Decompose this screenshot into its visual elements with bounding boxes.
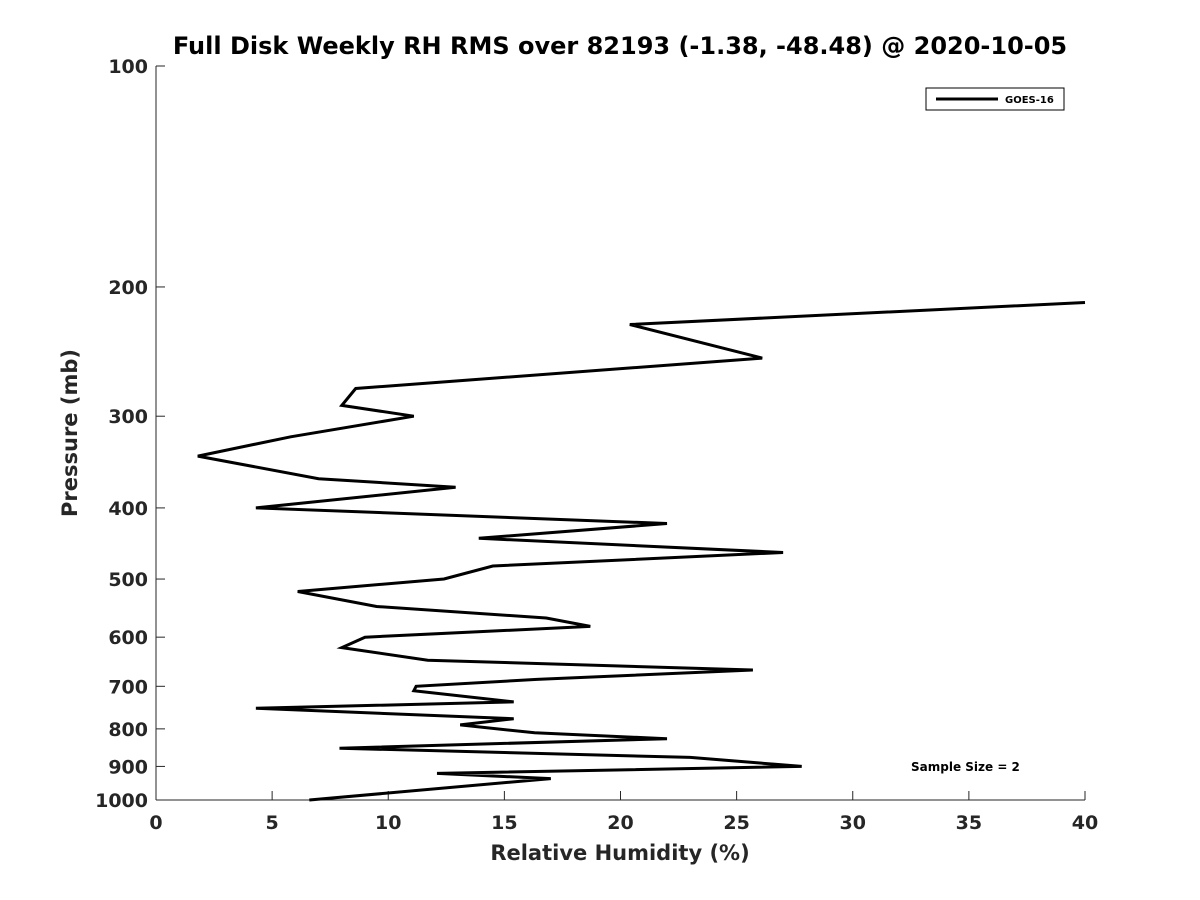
x-tick-label: 0 <box>149 812 162 834</box>
y-tick-label: 600 <box>108 627 148 649</box>
x-axis-label: Relative Humidity (%) <box>490 841 749 865</box>
y-tick-label: 800 <box>108 719 148 741</box>
series-group <box>197 301 1086 802</box>
y-tick-label: 300 <box>108 406 148 428</box>
y-ticks: 100 200 300 400 500 600 700 800 900 1000 <box>95 56 165 812</box>
y-tick-label: 700 <box>108 676 148 698</box>
legend: GOES-16 <box>925 87 1065 111</box>
y-tick-label: 500 <box>108 569 148 591</box>
x-tick-label: 10 <box>375 812 401 834</box>
x-tick-label: 5 <box>266 812 279 834</box>
y-axis-label: Pressure (mb) <box>58 349 82 517</box>
x-tick-label: 35 <box>956 812 982 834</box>
y-tick-label: 400 <box>108 498 148 520</box>
chart-title: Full Disk Weekly RH RMS over 82193 (-1.3… <box>173 32 1067 60</box>
sample-size-annotation: Sample Size = 2 <box>911 760 1020 774</box>
y-tick-label: 1000 <box>95 790 148 812</box>
axes <box>155 66 1085 801</box>
x-tick-label: 30 <box>840 812 866 834</box>
x-tick-label: 15 <box>491 812 517 834</box>
x-ticks: 0 5 10 15 20 25 30 35 40 <box>149 791 1098 834</box>
series-line-goes-16 <box>197 301 1086 802</box>
y-tick-label: 900 <box>108 756 148 778</box>
x-tick-label: 20 <box>607 812 633 834</box>
legend-entry-goes-16: GOES-16 <box>1005 95 1054 106</box>
y-tick-label: 100 <box>108 56 148 78</box>
x-tick-label: 40 <box>1072 812 1098 834</box>
y-tick-label: 200 <box>108 277 148 299</box>
x-tick-label: 25 <box>723 812 749 834</box>
